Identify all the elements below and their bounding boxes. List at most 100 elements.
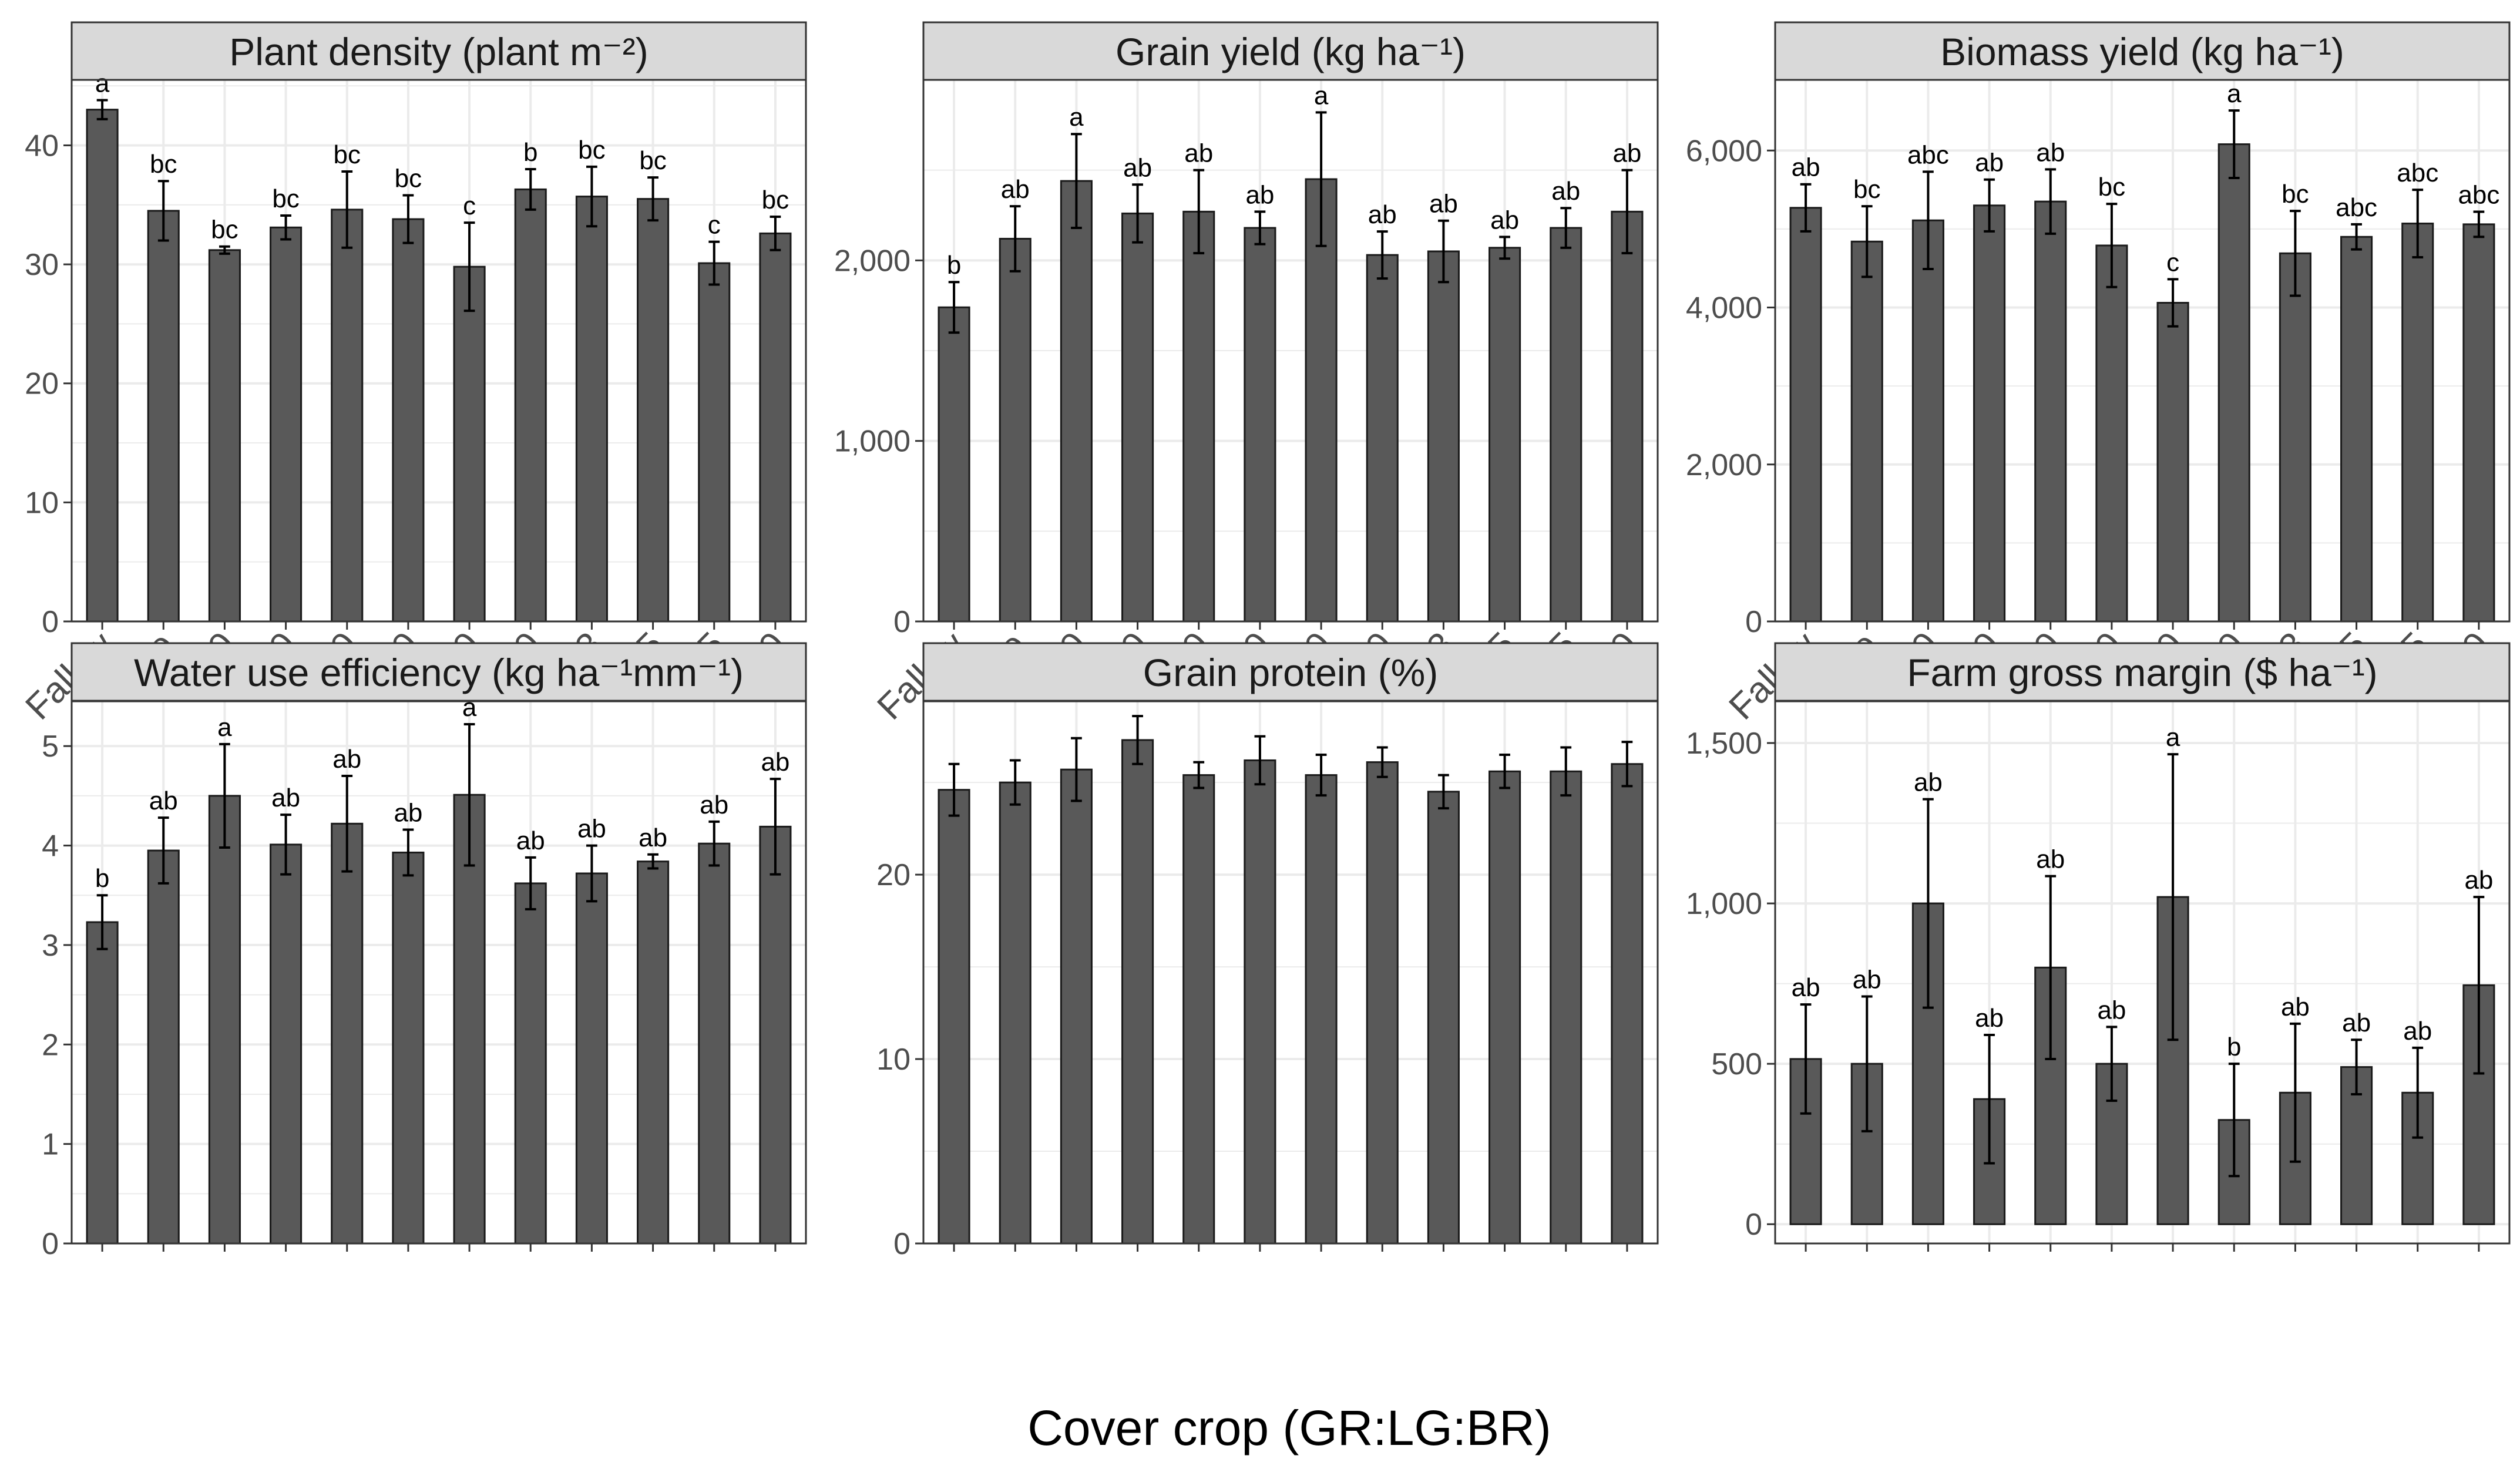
- y-tick-label: 10: [876, 1043, 910, 1077]
- error-bar: [402, 828, 414, 877]
- y-tick-label: 5: [42, 730, 59, 764]
- significance-letter: bc: [211, 216, 238, 244]
- error-bar: [1009, 205, 1021, 273]
- bar-50:0:50: [453, 794, 486, 1245]
- y-tick-label: 0: [893, 605, 910, 639]
- error-bar: [1376, 230, 1388, 280]
- significance-letter: ab: [149, 786, 178, 815]
- significance-letter: a: [95, 69, 110, 98]
- bar-15:15:70: [1611, 763, 1644, 1245]
- error-bar: [2290, 1022, 2301, 1163]
- significance-letter: bc: [762, 186, 789, 214]
- error-bar: [1315, 111, 1327, 247]
- bar-Stubble: [1850, 240, 1883, 623]
- error-bar: [280, 814, 291, 876]
- y-tick-label: 1,500: [1686, 727, 1762, 761]
- significance-letter: abc: [2336, 193, 2377, 222]
- significance-letter: bc: [1853, 175, 1880, 204]
- bar-33:33:33: [575, 196, 608, 623]
- y-tick-label: 3: [42, 929, 59, 963]
- error-bar: [2473, 210, 2485, 238]
- significance-letter: ab: [1245, 180, 1274, 209]
- error-bar: [770, 216, 781, 251]
- error-bar: [1861, 205, 1873, 278]
- significance-letter: ab: [577, 815, 606, 843]
- bar-50:50:0: [1244, 759, 1276, 1245]
- panel-strip: [1774, 21, 2511, 81]
- panel-title: Water use efficiency (kg ha⁻¹mm⁻¹): [134, 651, 744, 694]
- significance-letter: ab: [761, 748, 789, 776]
- y-tick-label: 0: [1745, 605, 1762, 639]
- error-bar: [2290, 210, 2301, 297]
- bar-Fallow: [938, 306, 970, 623]
- error-bar: [525, 856, 536, 910]
- significance-letter: b: [2227, 1033, 2241, 1061]
- bar-Stubble: [147, 210, 180, 623]
- significance-letter: c: [2166, 248, 2179, 277]
- error-bar: [2473, 896, 2485, 1075]
- bar-50:50:0: [2095, 244, 2128, 623]
- significance-letter: bc: [2098, 173, 2125, 201]
- bar-0:50:50: [2217, 143, 2250, 623]
- error-bar: [157, 816, 169, 885]
- panel-title: Plant density (plant m⁻²): [229, 30, 648, 73]
- error-bar: [2106, 1026, 2118, 1102]
- significance-letter: ab: [1975, 1004, 2004, 1033]
- bar-50:50:0: [1244, 227, 1276, 623]
- significance-letter: ab: [1792, 973, 1820, 1002]
- significance-letter: a: [217, 713, 232, 742]
- error-bar: [402, 194, 414, 244]
- bar-Stubble: [999, 237, 1031, 623]
- bar-0:50:50: [1366, 761, 1399, 1245]
- panel-strip: [922, 21, 1659, 81]
- significance-letter: ab: [1975, 149, 2004, 177]
- significance-letter: ab: [2281, 993, 2310, 1021]
- panels-group: Plant density (plant m⁻²) abc bc bc bc bc c b bc…: [18, 21, 2511, 1261]
- bar-100:0:0: [208, 249, 241, 623]
- error-bar: [647, 176, 658, 222]
- y-tick-label: 6,000: [1686, 134, 1762, 168]
- significance-letter: ab: [1001, 175, 1030, 204]
- significance-letter: ab: [2464, 866, 2493, 895]
- error-bar: [219, 245, 230, 255]
- error-bar: [1132, 183, 1143, 244]
- panel-background: [72, 701, 806, 1243]
- chart-panel-4: Water use efficiency (kg ha⁻¹mm⁻¹) b ab a ab…: [42, 642, 807, 1261]
- bar-100:0:0: [208, 795, 241, 1245]
- error-bar: [708, 820, 720, 867]
- bar-15:70:15: [1550, 770, 1582, 1245]
- error-bar: [1254, 210, 1266, 246]
- error-bar: [219, 742, 230, 849]
- panel-border: [1774, 700, 2511, 1245]
- panel-border: [70, 700, 807, 1245]
- error-bar: [1800, 1003, 1812, 1115]
- bar-0:0:100: [1182, 774, 1215, 1245]
- bar-0:100:0: [1121, 212, 1154, 623]
- error-bar: [463, 722, 475, 867]
- significance-letter: ab: [639, 823, 667, 852]
- error-bar: [341, 775, 353, 873]
- bar-15:15:70: [759, 232, 792, 623]
- y-tick-label: 2,000: [1686, 448, 1762, 482]
- significance-letter: ab: [700, 791, 728, 819]
- bar-70:15:15: [1489, 247, 1521, 623]
- error-bar: [1984, 178, 1995, 233]
- bar-0:100:0: [1973, 204, 2006, 623]
- significance-letter: a: [2166, 723, 2180, 752]
- panel-border: [922, 700, 1659, 1245]
- bar-0:100:0: [270, 843, 303, 1245]
- error-bar: [2412, 189, 2424, 258]
- y-tick-label: 0: [893, 1227, 910, 1261]
- error-bar: [1193, 761, 1205, 789]
- error-bar: [1438, 219, 1449, 284]
- x-axis-title: Cover crop (GR:LG:BR): [1027, 1400, 1551, 1455]
- significance-letter: bc: [578, 136, 605, 164]
- error-bar: [1861, 995, 1873, 1132]
- panel-background: [1775, 80, 2509, 621]
- panel-strip: [70, 642, 807, 702]
- error-bar: [463, 221, 475, 312]
- significance-letter: a: [1069, 103, 1084, 132]
- significance-letter: ab: [1551, 177, 1580, 206]
- bar-15:15:70: [759, 825, 792, 1245]
